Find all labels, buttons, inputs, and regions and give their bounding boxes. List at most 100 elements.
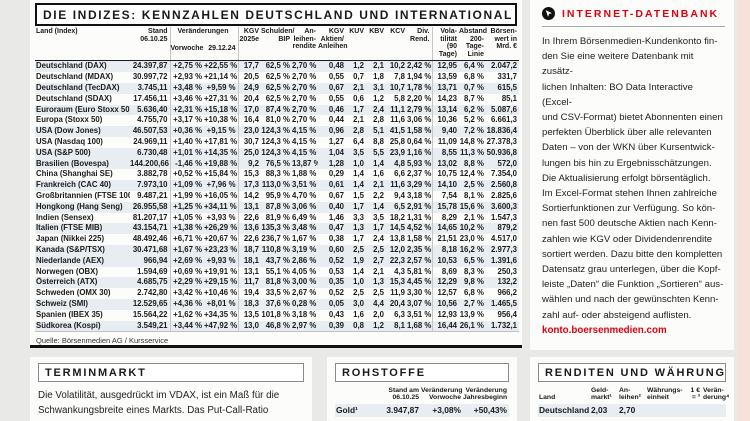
value-cell: 23,0 xyxy=(237,126,261,137)
table-row: China (Shanghai SE) 3.882,78 +0,52 % +15,84… xyxy=(35,169,519,181)
internet-datenbank-panel: INTERNET-DATENBANK In Ihrem Börsenmedien… xyxy=(530,0,734,350)
value-cell: 7,2 % xyxy=(464,126,484,136)
value-cell: 110,8 % xyxy=(261,244,290,254)
value-cell: 11,1 xyxy=(390,104,405,114)
table-row: Frankreich (CAC 40) 7.973,10 +1,09 % +7,96 … xyxy=(35,180,519,191)
value-cell: +2,29 % xyxy=(169,277,204,289)
index-name-cell: Deutschland (TecDAX) xyxy=(36,82,120,92)
index-name-cell: Europa (Stoxx 50) xyxy=(36,115,103,125)
value-cell: 3,06 % xyxy=(292,201,317,211)
value-cell xyxy=(682,404,702,417)
value-cell: 2,4 xyxy=(373,234,384,244)
table-row: USA (Dow Jones) 46.507,53 +0,36 % +9,15 % 23… xyxy=(35,126,519,137)
value-cell: 7,54 xyxy=(431,190,459,202)
value-cell: +1,62 % xyxy=(169,309,204,321)
value-cell: 1.594,69 xyxy=(137,266,168,276)
value-cell: 0,61 xyxy=(328,180,344,190)
value-cell: 20,5 xyxy=(237,72,261,83)
value-cell: 124,3 % xyxy=(261,126,290,136)
value-cell: 0,55 xyxy=(328,93,344,103)
col-schulden-bip: Schulden/ BIP xyxy=(261,27,294,62)
value-cell: 7.973,10 xyxy=(137,180,168,190)
value-cell: 2,1 xyxy=(373,180,384,190)
value-cell: +3,42 % xyxy=(169,288,204,299)
value-cell: 12,29 xyxy=(431,277,459,289)
value-cell: 62,5 % xyxy=(265,72,290,82)
value-cell: 7,8 xyxy=(394,72,405,82)
value-cell: +27,31 % xyxy=(204,93,238,103)
value-cell: +4,36 % xyxy=(169,298,204,310)
value-cell: 2,70 % xyxy=(292,115,317,125)
value-cell: 5.087,6 xyxy=(490,104,517,114)
value-cell: 2,03 xyxy=(591,404,608,415)
value-cell: 1,16 % xyxy=(407,147,432,157)
value-cell: 2,70 % xyxy=(292,61,317,71)
value-cell: 1,4 xyxy=(353,180,364,190)
index-name-cell: Österreich (ATX) xyxy=(36,277,98,287)
index-name-cell: Schweden (OMX 30) xyxy=(36,288,111,298)
value-cell: 144.200,66 xyxy=(130,158,170,168)
value-cell: 615,5 xyxy=(497,82,517,92)
value-cell: 23,0 % xyxy=(459,234,484,244)
value-cell: 11,9 xyxy=(390,288,405,298)
value-cell: 10,2 xyxy=(389,61,405,71)
value-cell: 2,70 % xyxy=(292,72,317,82)
value-cell: 6,49 % xyxy=(292,212,317,222)
value-cell: 8,8 xyxy=(373,136,384,146)
value-cell: 17,0 xyxy=(237,104,261,116)
value-cell: 11,3 % xyxy=(460,147,484,157)
value-cell: +3,08% xyxy=(432,404,461,415)
value-cell: 13,0 xyxy=(237,320,261,332)
value-cell: 2,5 % xyxy=(464,180,484,190)
value-cell: 9,4 xyxy=(394,190,405,200)
index-name-cell: Deutschland (DAX) xyxy=(36,61,107,71)
value-cell: 331,7 xyxy=(497,72,517,82)
value-cell: 6.730,48 xyxy=(137,147,168,157)
value-cell: 1,0 xyxy=(353,277,364,287)
value-cell: 18,7 xyxy=(237,244,261,256)
sidebar-title: INTERNET-DATENBANK xyxy=(562,7,720,20)
col-stand-am: Stand am 06.10.25 xyxy=(388,387,419,402)
value-cell: 8,69 xyxy=(431,266,459,278)
value-cell: +1,38 % xyxy=(169,223,204,235)
value-cell: 1,7 xyxy=(353,234,364,244)
value-cell: +3,48 % xyxy=(169,82,204,94)
value-cell: 33,5 % xyxy=(265,288,290,298)
value-cell: 0,38 xyxy=(328,234,344,244)
value-cell: 3.745,11 xyxy=(137,82,168,92)
table-row: Indien (Sensex) 81.207,17 +1,05 % +3,93 % 22… xyxy=(35,212,519,224)
index-name-cell: Schweiz (SMI) xyxy=(36,298,88,308)
value-cell: 87,8 % xyxy=(265,201,290,211)
value-cell: 1,31 % xyxy=(407,212,432,222)
value-cell: 81,0 % xyxy=(265,115,290,125)
value-cell: 85,1 xyxy=(501,93,517,103)
konto-link[interactable]: konto.boersenmedien.com xyxy=(542,324,667,336)
col-kgv-aktien-anleihen: KGV Aktien/ Anleihen xyxy=(318,27,348,62)
page-title: DIE INDIZES: KENNZAHLEN DEUTSCHLAND UND … xyxy=(35,3,517,26)
table-row: Schweiz (SMI) 12.529,65 +4,36 % +8,01 % 18,3… xyxy=(35,298,519,310)
value-cell: 1,0 xyxy=(353,158,364,168)
value-cell: 14,8 % xyxy=(459,136,484,146)
value-cell: 3,51 % xyxy=(292,180,317,190)
value-cell: 18,3 xyxy=(237,298,261,310)
value-cell: 43,7 % xyxy=(265,255,290,265)
index-name-cell: Südkorea (Kospi) xyxy=(36,320,101,330)
value-cell: +19,88 % xyxy=(204,158,238,168)
indices-table: Land (Index) Stand 06.10.25 Veränderunge… xyxy=(35,27,519,333)
value-cell: 101,8 % xyxy=(261,309,290,319)
value-cell: 1,4 xyxy=(353,169,364,179)
value-cell: +20,67 % xyxy=(204,234,238,244)
value-cell: +0,36 % xyxy=(169,126,204,137)
value-cell: 6.661,3 xyxy=(490,115,517,125)
value-cell: 11,6 xyxy=(390,115,405,125)
col-vorwoche: Vorwoche xyxy=(169,43,204,62)
value-cell: 2,8 xyxy=(373,115,384,125)
col-kuv: KUV xyxy=(346,27,366,62)
value-cell: 87,4 % xyxy=(265,104,290,114)
value-cell: 8,18 xyxy=(431,244,459,256)
value-cell: +1,09 % xyxy=(169,180,204,191)
value-cell: 14,5 xyxy=(389,223,405,233)
value-cell: 6,4 xyxy=(353,136,364,146)
value-cell: 4.517,0 xyxy=(490,234,517,244)
value-cell: 13,87 % xyxy=(292,158,318,168)
